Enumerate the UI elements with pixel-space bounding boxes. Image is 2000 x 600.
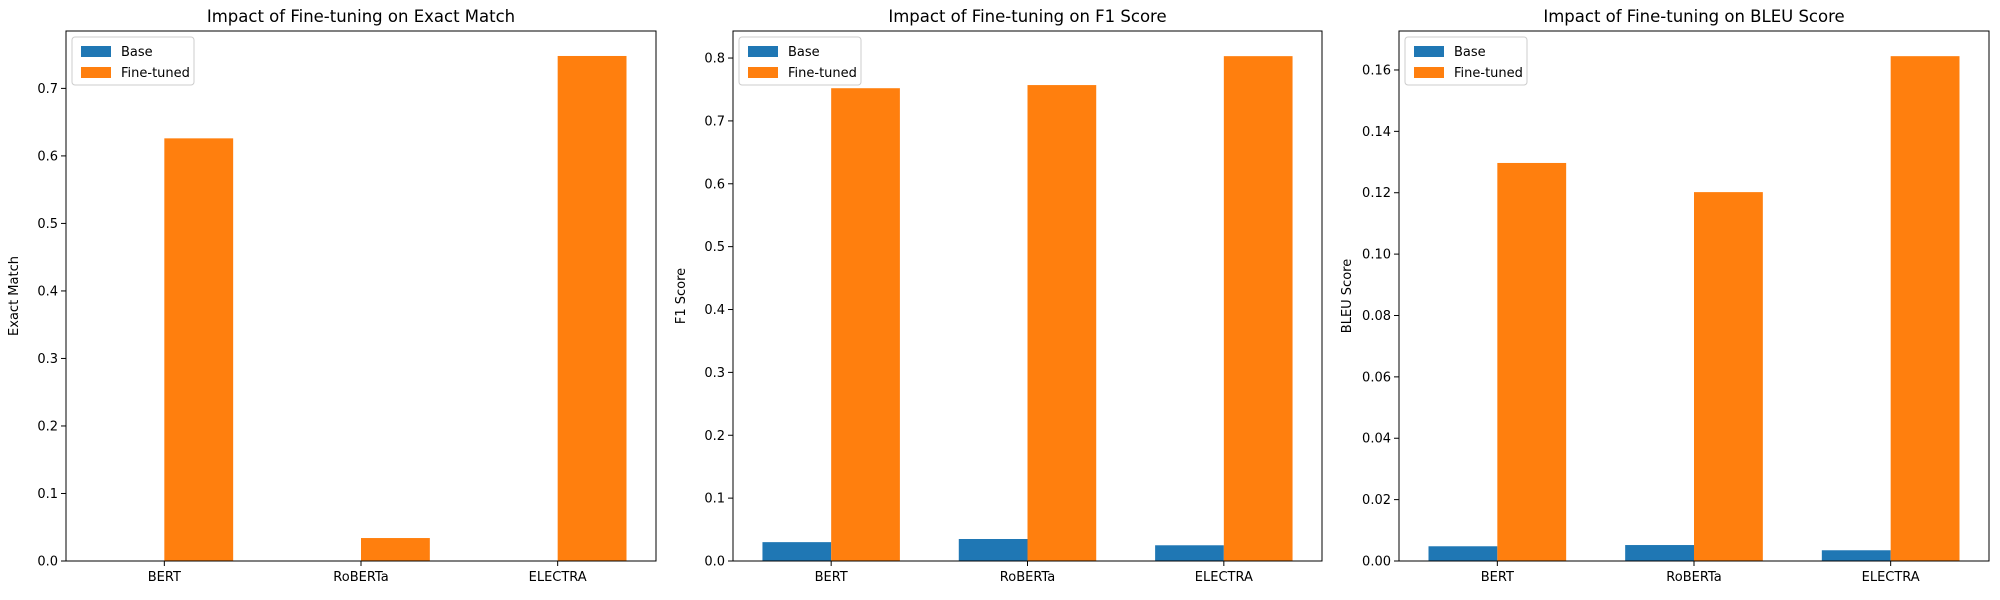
x-tick-label: ELECTRA bbox=[1862, 570, 1920, 585]
legend-swatch-base bbox=[1414, 46, 1444, 57]
legend-swatch-base bbox=[81, 46, 111, 57]
legend: Base Fine-tuned bbox=[71, 36, 195, 86]
bar-base-roberta bbox=[1625, 545, 1694, 561]
y-tick-label: 0.1 bbox=[37, 487, 58, 502]
bar-fine-tuned-electra bbox=[1890, 56, 1960, 562]
y-tick-label: 0.6 bbox=[704, 177, 725, 192]
bar-fine-tuned-electra bbox=[557, 55, 627, 561]
bar-fine-tuned-roberta bbox=[1694, 192, 1763, 561]
legend-label-fine-tuned: Fine-tuned bbox=[1454, 66, 1523, 81]
legend-swatch-fine-tuned bbox=[1414, 67, 1444, 78]
chart-panel-3: 0.00 0.02 0.04 0.06 0.08 0.10 0.12 0.14 0.16 BERT… bbox=[1340, 7, 1990, 585]
x-tick-label: BERT bbox=[815, 570, 848, 585]
y-axis-label: Exact Match bbox=[7, 256, 22, 336]
legend-swatch-fine-tuned bbox=[81, 67, 111, 78]
y-tick-label: 0.5 bbox=[37, 217, 58, 232]
y-axis-label: BLEU Score bbox=[1340, 259, 1355, 333]
y-tick-label: 0.0 bbox=[704, 555, 725, 570]
bar-fine-tuned-electra bbox=[1223, 56, 1293, 562]
x-tick-label: BERT bbox=[1481, 570, 1514, 585]
y-tick-label: 0.2 bbox=[704, 429, 725, 444]
bar-base-bert bbox=[762, 542, 832, 561]
bar-base-roberta bbox=[958, 539, 1028, 561]
bar-fine-tuned-roberta bbox=[1027, 85, 1097, 561]
chart-title: Impact of Fine-tuning on Exact Match bbox=[207, 7, 515, 26]
legend-swatch-fine-tuned bbox=[748, 67, 778, 78]
y-tick-label: 0.5 bbox=[704, 240, 725, 255]
y-tick-label: 0.7 bbox=[704, 114, 725, 129]
bar-fine-tuned-bert bbox=[164, 138, 234, 561]
x-tick-label: ELECTRA bbox=[1195, 570, 1253, 585]
bar-fine-tuned-bert bbox=[1497, 162, 1567, 561]
y-tick-label: 0.16 bbox=[1362, 63, 1391, 78]
legend-swatch-base bbox=[748, 46, 778, 57]
legend: Base Fine-tuned bbox=[1404, 36, 1528, 86]
legend-label-fine-tuned: Fine-tuned bbox=[788, 66, 857, 81]
legend: Base Fine-tuned bbox=[738, 36, 862, 86]
y-tick-label: 0.10 bbox=[1362, 248, 1391, 263]
legend-label-base: Base bbox=[788, 45, 820, 60]
y-tick-label: 0.4 bbox=[704, 303, 725, 318]
y-tick-label: 0.04 bbox=[1362, 432, 1391, 447]
y-tick-label: 0.1 bbox=[704, 492, 725, 507]
legend-label-base: Base bbox=[1454, 45, 1486, 60]
y-tick-label: 0.7 bbox=[37, 82, 58, 97]
y-tick-label: 0.8 bbox=[704, 52, 725, 67]
y-tick-label: 0.2 bbox=[37, 419, 58, 434]
x-tick-label: RoBERTa bbox=[1666, 570, 1721, 585]
x-tick-label: ELECTRA bbox=[529, 570, 587, 585]
y-tick-label: 0.14 bbox=[1362, 125, 1391, 140]
y-tick-label: 0.3 bbox=[704, 366, 725, 381]
y-tick-label: 0.6 bbox=[37, 149, 58, 164]
bar-base-bert bbox=[1428, 546, 1498, 561]
y-tick-label: 0.0 bbox=[37, 555, 58, 570]
y-tick-label: 0.4 bbox=[37, 284, 58, 299]
x-tick-label: BERT bbox=[148, 570, 181, 585]
x-tick-label: RoBERTa bbox=[1000, 570, 1055, 585]
chart-title: Impact of Fine-tuning on BLEU Score bbox=[1543, 7, 1844, 26]
y-tick-label: 0.00 bbox=[1362, 555, 1391, 570]
chart-panel-1: 0.0 0.1 0.2 0.3 0.4 0.5 0.6 0.7 BERT RoBERTa ELECT… bbox=[7, 7, 657, 585]
y-tick-label: 0.3 bbox=[37, 352, 58, 367]
x-tick-label: RoBERTa bbox=[333, 570, 388, 585]
y-tick-label: 0.02 bbox=[1362, 493, 1391, 508]
legend-label-base: Base bbox=[121, 45, 153, 60]
chart-panel-2: 0.0 0.1 0.2 0.3 0.4 0.5 0.6 0.7 0.8 BERT RoBERTa EL… bbox=[674, 7, 1323, 585]
legend-label-fine-tuned: Fine-tuned bbox=[121, 66, 190, 81]
chart-title: Impact of Fine-tuning on F1 Score bbox=[888, 7, 1166, 26]
bar-fine-tuned-roberta bbox=[361, 538, 430, 561]
bar-fine-tuned-bert bbox=[831, 88, 900, 562]
bar-base-electra bbox=[1821, 550, 1891, 561]
bar-base-electra bbox=[1155, 545, 1224, 561]
y-tick-label: 0.06 bbox=[1362, 370, 1391, 385]
y-tick-label: 0.12 bbox=[1362, 186, 1391, 201]
y-tick-label: 0.08 bbox=[1362, 309, 1391, 324]
y-axis-label: F1 Score bbox=[674, 268, 689, 324]
